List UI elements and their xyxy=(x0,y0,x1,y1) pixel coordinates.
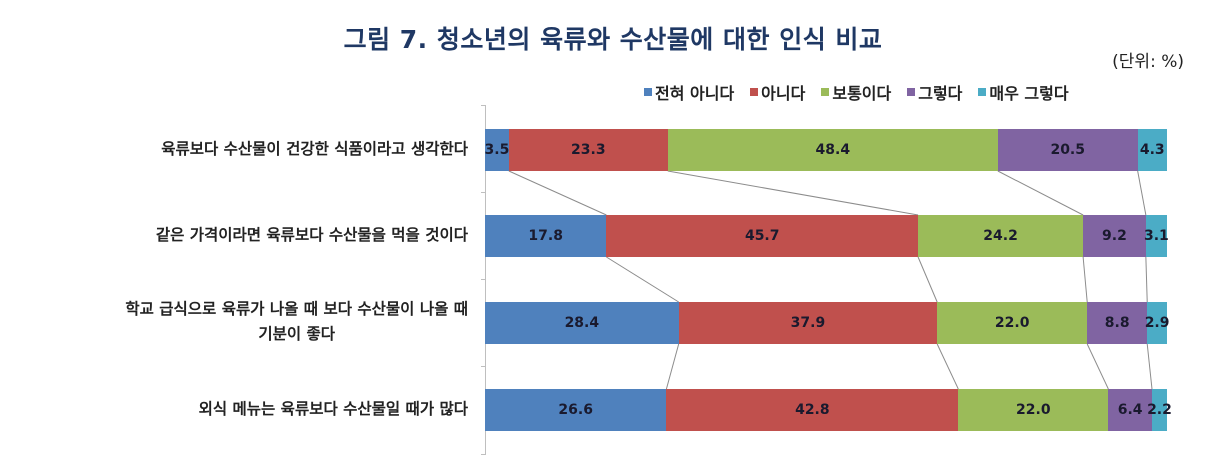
category-label: 학교 급식으로 육류가 나올 때 보다 수산물이 나올 때 기분이 좋다 xyxy=(125,300,468,343)
bar-segment-disagree: 42.8 xyxy=(666,389,959,431)
bar-segment-agree: 8.8 xyxy=(1087,302,1148,344)
bar-row: 28.4 37.9 22.0 8.8 2.9 xyxy=(485,302,1170,344)
bar-segment-strongly-disagree: 3.5 xyxy=(485,129,509,171)
legend-label: 전혀 아니다 xyxy=(655,84,735,103)
bar-segment-neutral: 22.0 xyxy=(958,389,1109,431)
legend-item-strongly-disagree: 전혀 아니다 xyxy=(644,80,734,104)
bar-row: 3.5 23.3 48.4 20.5 4.3 xyxy=(485,129,1167,171)
bar-segment-agree: 20.5 xyxy=(997,129,1138,171)
legend-item-strongly-agree: 매우 그렇다 xyxy=(978,80,1069,104)
bar-segment-strongly-agree: 4.3 xyxy=(1137,129,1167,171)
bar-segment-neutral: 22.0 xyxy=(937,302,1088,344)
legend-swatch-icon xyxy=(644,88,652,96)
axis-tick xyxy=(481,454,485,455)
bar-segment-neutral: 24.2 xyxy=(918,215,1084,257)
bar-segment-strongly-agree: 2.9 xyxy=(1145,302,1170,344)
category-label: 육류보다 수산물이 건강한 식품이라고 생각한다 xyxy=(161,140,468,158)
category-label: 같은 가격이라면 육류보다 수산물을 먹을 것이다 xyxy=(155,226,468,244)
bar-row: 26.6 42.8 22.0 6.4 2.2 xyxy=(485,389,1172,431)
bar-segment-disagree: 23.3 xyxy=(508,129,668,171)
legend-swatch-icon xyxy=(821,88,830,96)
category-label: 외식 메뉴는 육류보다 수산물일 때가 많다 xyxy=(198,400,468,418)
axis-tick xyxy=(481,366,485,367)
legend-swatch-icon xyxy=(907,88,916,96)
chart-title: 그림 7. 청소년의 육류와 수산물에 대한 인식 비교 xyxy=(343,25,883,54)
bar-segment-strongly-disagree: 26.6 xyxy=(485,389,667,431)
legend-item-agree: 그렇다 xyxy=(907,80,962,104)
bar-segment-disagree: 45.7 xyxy=(606,215,919,257)
axis-tick xyxy=(481,279,485,280)
legend-item-neutral: 보통이다 xyxy=(821,80,891,104)
legend-label: 매우 그렇다 xyxy=(989,84,1069,103)
bar-segment-agree: 6.4 xyxy=(1108,389,1152,431)
legend: 전혀 아니다 아니다 보통이다 그렇다 매우 그렇다 xyxy=(644,80,1069,104)
axis-tick xyxy=(481,105,485,106)
bar-segment-neutral: 48.4 xyxy=(667,129,998,171)
legend-label: 그렇다 xyxy=(918,84,963,103)
bar-segment-strongly-agree: 2.2 xyxy=(1147,389,1172,431)
legend-label: 아니다 xyxy=(761,84,806,103)
axis-tick xyxy=(481,192,485,193)
legend-label: 보통이다 xyxy=(832,84,892,103)
legend-swatch-icon xyxy=(978,88,987,96)
unit-note: (단위: %) xyxy=(1112,52,1184,72)
bar-segment-disagree: 37.9 xyxy=(678,302,938,344)
legend-item-disagree: 아니다 xyxy=(750,80,805,104)
bar-segment-strongly-agree: 3.1 xyxy=(1144,215,1169,257)
bar-segment-agree: 9.2 xyxy=(1083,215,1146,257)
bar-row: 17.8 45.7 24.2 9.2 3.1 xyxy=(485,215,1169,257)
bar-segment-strongly-disagree: 28.4 xyxy=(485,302,679,344)
bar-segment-strongly-disagree: 17.8 xyxy=(485,215,607,257)
legend-swatch-icon xyxy=(750,88,759,96)
category-axis xyxy=(485,105,486,455)
